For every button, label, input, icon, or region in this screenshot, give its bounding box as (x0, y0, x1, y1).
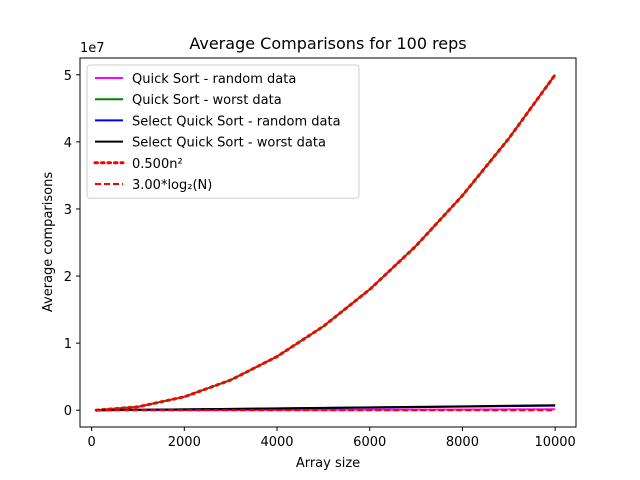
y-tick-label: 3 (64, 203, 72, 218)
plot-frame (79, 57, 577, 428)
series-line-4 (94, 73, 557, 412)
legend-label-4: 0.500n² (132, 157, 183, 172)
y-tick-label: 2 (64, 270, 72, 285)
x-tick-label: 8000 (446, 435, 479, 450)
x-tick-label: 6000 (353, 435, 386, 450)
x-axis-label: Array size (296, 456, 360, 471)
y-offset-label: 1e7 (80, 41, 105, 56)
legend: Quick Sort - random data Quick Sort - wor… (86, 64, 360, 199)
legend-label-1: Quick Sort - worst data (132, 93, 282, 108)
y-tick-label: 0 (64, 404, 72, 419)
y-tick-label: 4 (64, 136, 72, 151)
y-tick-label: 1 (64, 337, 72, 352)
y-axis: 0 1 2 3 4 5 (64, 69, 80, 419)
legend-label-3: Select Quick Sort - worst data (132, 136, 326, 151)
y-tick-label: 5 (64, 69, 72, 84)
x-tick-label: 4000 (260, 435, 293, 450)
chart-title: Average Comparisons for 100 reps (189, 34, 466, 53)
legend-label-5: 3.00*log₂(N) (132, 178, 212, 193)
legend-label-2: Select Quick Sort - random data (132, 114, 341, 129)
x-tick-label: 2000 (168, 435, 201, 450)
x-tick-label: 10000 (534, 435, 575, 450)
y-axis-label: Average comparisons (41, 172, 56, 312)
x-tick-label: 0 (87, 435, 95, 450)
x-axis: 0 2000 4000 6000 8000 10000 (87, 427, 576, 450)
legend-box (86, 64, 360, 199)
legend-label-0: Quick Sort - random data (132, 72, 296, 87)
plot-lines (94, 73, 557, 412)
